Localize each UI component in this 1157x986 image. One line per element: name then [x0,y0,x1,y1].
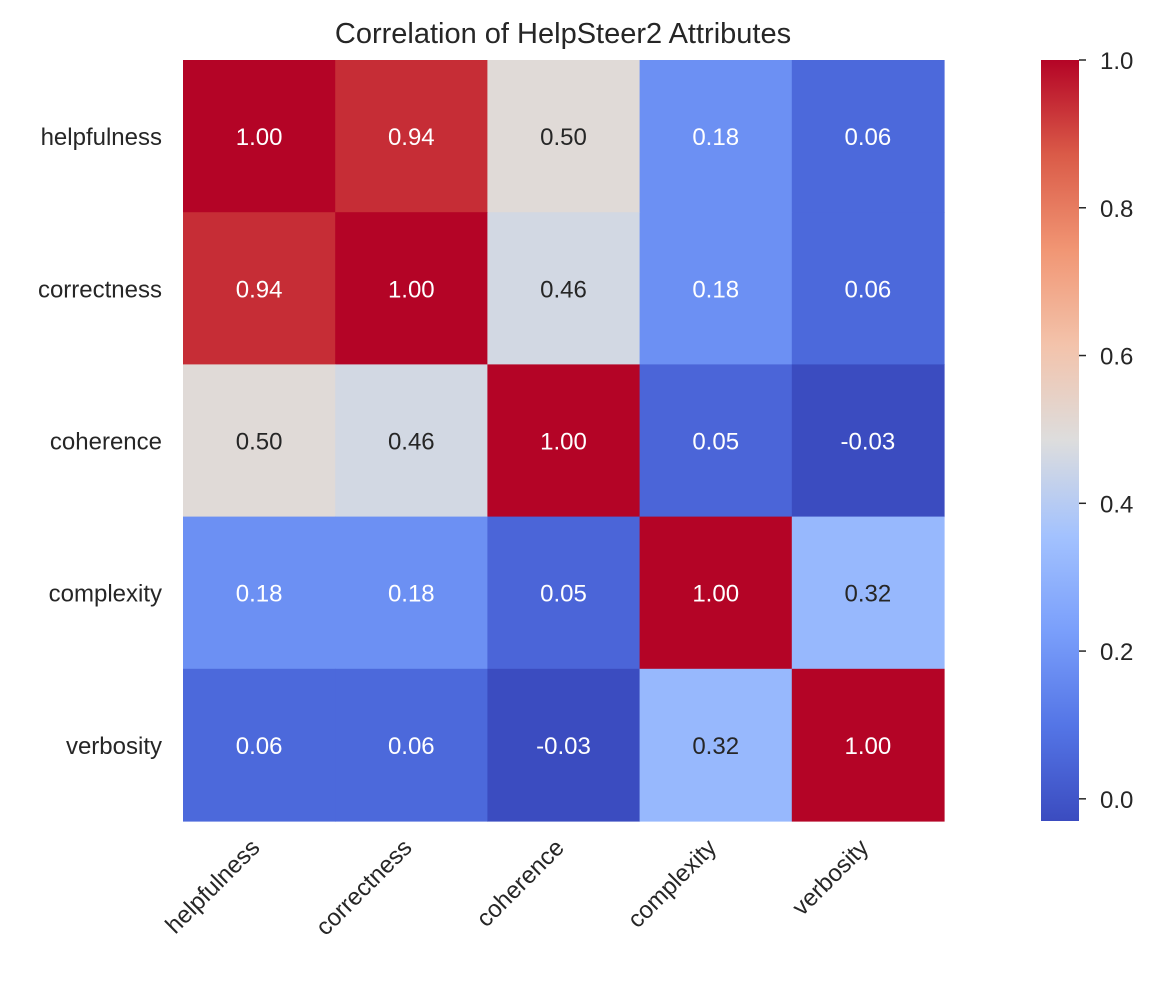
heatmap-cell [183,364,336,518]
y-tick-label: correctness [38,276,162,303]
cell-value-label: 0.32 [692,733,739,760]
cell-value-label: 0.06 [845,276,892,303]
heatmap-cell [335,60,488,213]
heatmap-cell [791,60,945,213]
cell-value-label: 1.00 [388,276,435,303]
heatmap-cell [183,668,336,822]
y-axis-tick-labels: helpfulness correctness coherence complexit… [38,124,162,760]
heatmap-cell [487,60,641,213]
cell-value-label: 0.50 [236,429,283,456]
heatmap-cell [183,212,336,365]
cell-value-label: 0.46 [388,429,435,456]
heatmap-cell [335,516,488,670]
cell-value-label: 1.00 [845,733,892,760]
y-tick-label: coherence [50,429,162,456]
chart-title: Correlation of HelpSteer2 Attributes [335,18,791,50]
colorbar-tick-label: 0.4 [1100,491,1133,518]
heatmap-cell [487,668,641,822]
cell-value-label: 0.46 [540,276,587,303]
cell-value-label: 1.00 [692,581,739,608]
x-tick-label: helpfulness [160,834,265,939]
heatmap-cell [791,364,945,518]
colorbar-tick-label: 0.6 [1100,344,1133,371]
y-tick-label: helpfulness [41,124,162,151]
cell-value-label: 0.18 [236,581,283,608]
cell-value-label: 1.00 [236,124,283,151]
heatmap-cell [791,212,945,365]
cell-value-label: 1.00 [540,429,587,456]
x-axis-tick-labels: helpfulness correctness coherence complexit… [160,834,874,941]
x-tick-label: verbosity [787,834,874,921]
cell-value-label: -0.03 [841,429,896,456]
colorbar: 0.0 0.2 0.4 0.6 0.8 1.0 [1041,48,1133,821]
heatmap-cell [639,668,793,822]
heatmap-cell [639,212,793,365]
heatmap-cell [487,212,641,365]
heatmap-cell [183,516,336,670]
cell-value-label: 0.18 [692,124,739,151]
colorbar-tick-label: 0.0 [1100,787,1133,814]
y-tick-label: verbosity [66,733,162,760]
heatmap-cells [183,60,945,822]
heatmap-cell [639,60,793,213]
cell-value-label: 0.50 [540,124,587,151]
colorbar-tick-label: 0.2 [1100,639,1133,666]
heatmap-cell [335,212,488,365]
cell-value-label: 0.94 [236,276,283,303]
colorbar-gradient [1041,60,1079,821]
heatmap-cell [639,364,793,518]
cell-value-label: 0.05 [540,581,587,608]
cell-value-label: 0.32 [845,581,892,608]
heatmap-cell-labels: 1.00 0.94 0.50 0.18 0.06 0.94 1.00 0.46 0.18 0.06… [236,124,896,760]
cell-value-label: 0.05 [692,429,739,456]
cell-value-label: 0.06 [845,124,892,151]
heatmap-cell [487,516,641,670]
heatmap-cell [791,668,945,822]
x-tick-label: coherence [471,834,569,932]
cell-value-label: -0.03 [536,733,591,760]
heatmap-cell [791,516,945,670]
heatmap-cell [335,364,488,518]
heatmap-cell [487,364,641,518]
cell-value-label: 0.18 [388,581,435,608]
colorbar-tick-label: 1.0 [1100,48,1133,75]
cell-value-label: 0.06 [236,733,283,760]
heatmap-cell [639,516,793,670]
cell-value-label: 0.94 [388,124,435,151]
colorbar-tick-label: 0.8 [1100,196,1133,223]
y-tick-label: complexity [49,581,162,608]
x-tick-label: complexity [623,834,722,933]
cell-value-label: 0.06 [388,733,435,760]
cell-value-label: 0.18 [692,276,739,303]
x-tick-label: correctness [311,834,418,941]
heatmap-cell [335,668,488,822]
heatmap-cell [183,60,336,213]
